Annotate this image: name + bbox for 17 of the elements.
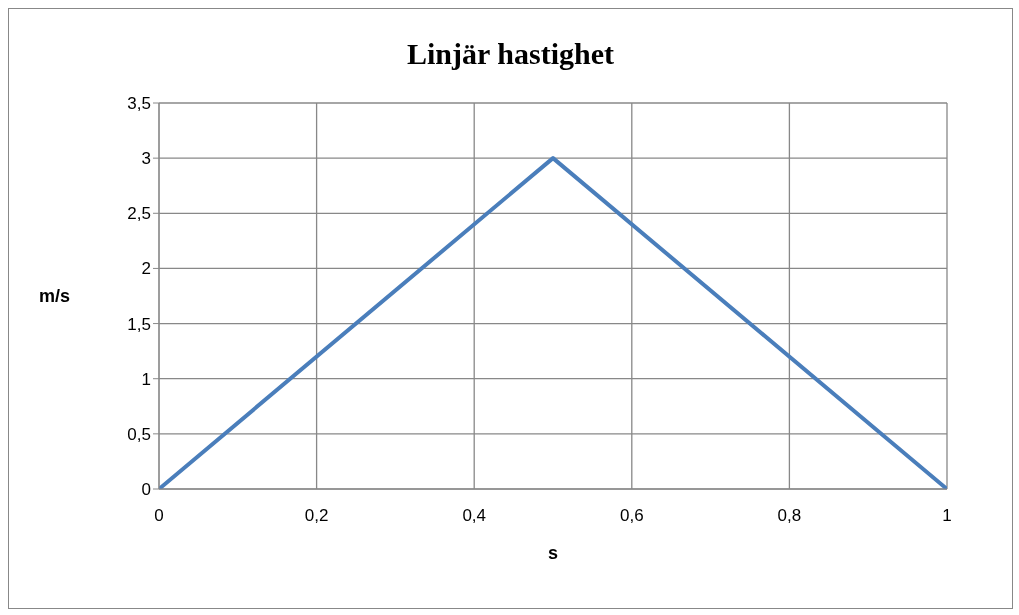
y-tick-label: 1	[141, 369, 151, 389]
y-tick-label: 3,5	[127, 94, 151, 114]
y-tick-label: 3	[141, 149, 151, 169]
y-axis-title: m/s	[39, 286, 71, 307]
x-tick-label: 0,6	[619, 506, 644, 526]
chart-title: Linjär hastighet	[406, 37, 615, 71]
x-tick-label: 0,4	[462, 506, 487, 526]
y-tick-label: 0	[141, 480, 151, 500]
x-tick-label: 0	[154, 506, 164, 526]
x-tick-label: 0,2	[304, 506, 329, 526]
y-tick-label: 2	[141, 259, 151, 279]
x-axis-title: s	[547, 543, 559, 563]
x-tick-label: 1	[942, 506, 952, 526]
y-tick-label: 0,5	[127, 424, 151, 444]
y-tick-label: 2,5	[127, 204, 151, 224]
y-tick-label: 1,5	[127, 314, 151, 334]
x-tick-label: 0,8	[777, 506, 802, 526]
